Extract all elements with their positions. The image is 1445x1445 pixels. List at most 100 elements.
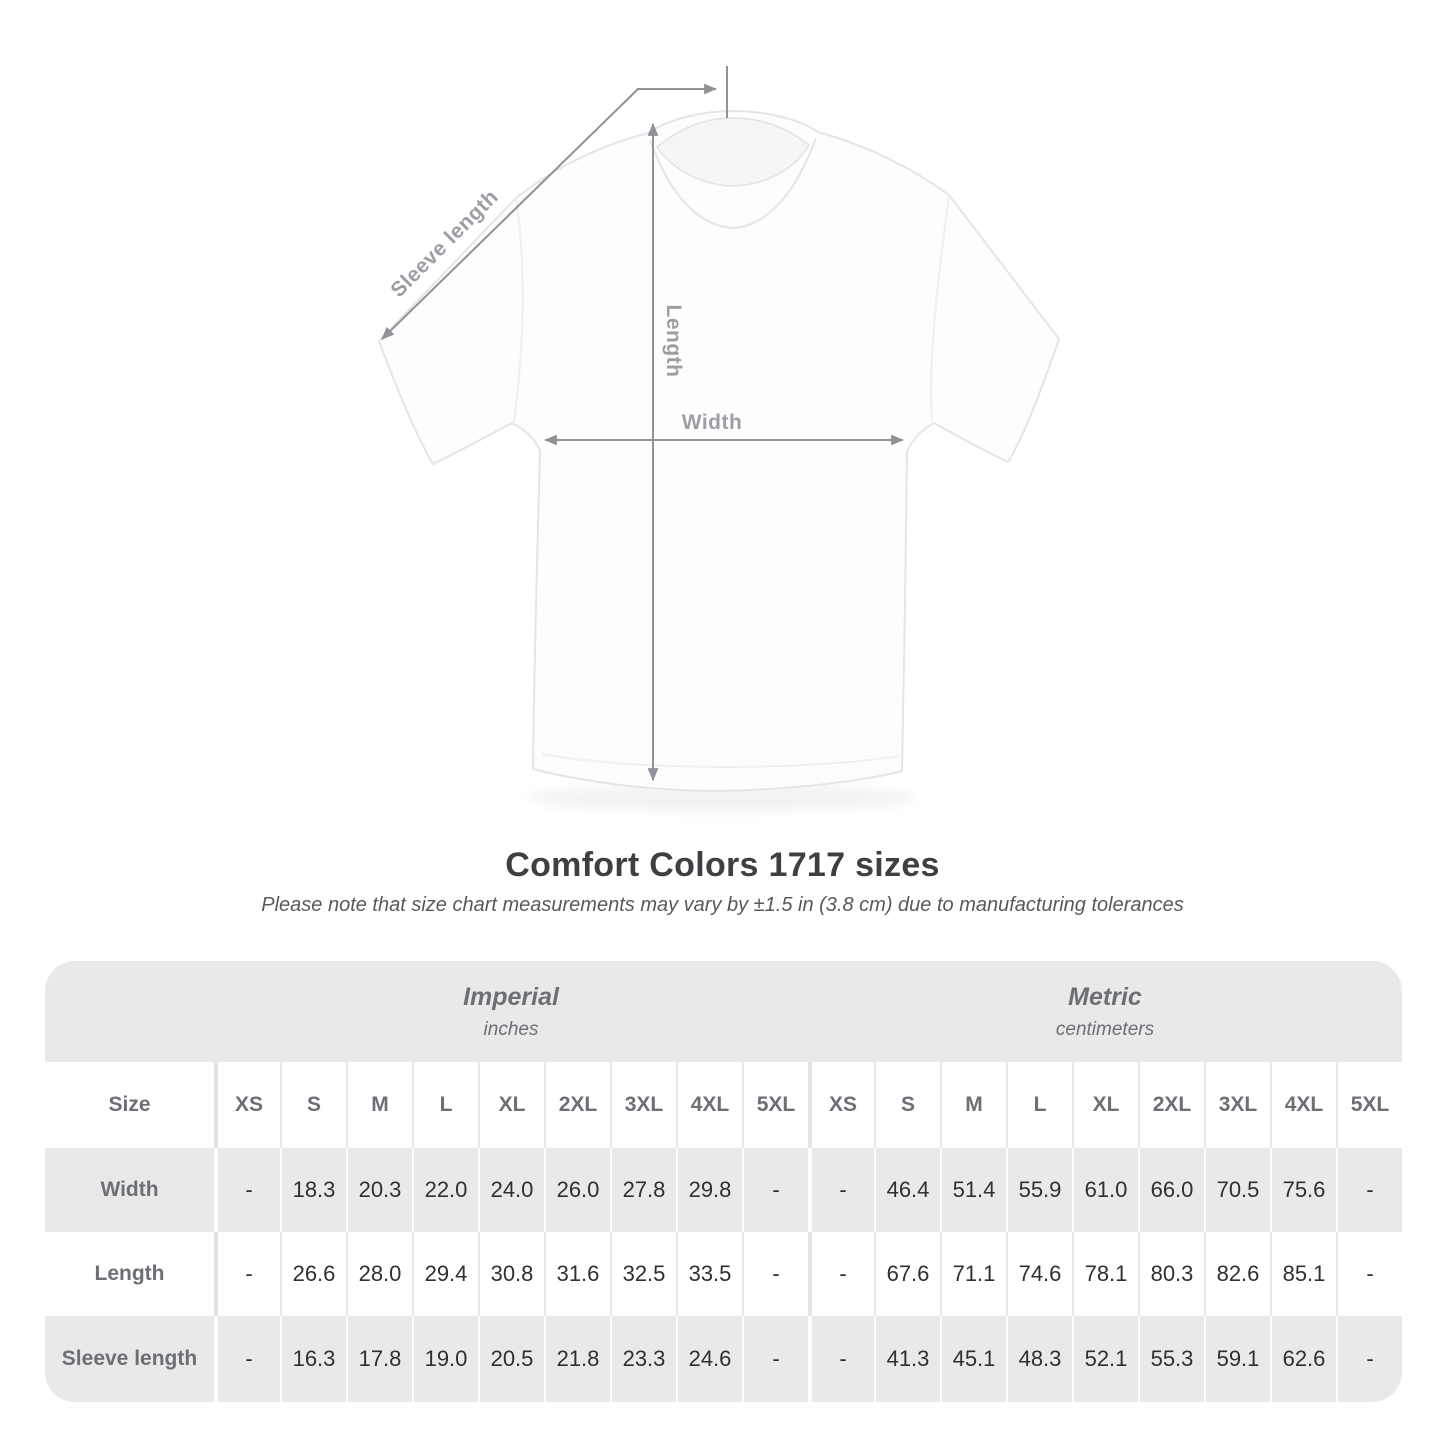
unit-subtitle: inches xyxy=(483,1018,539,1040)
left-sleeve-seam xyxy=(513,197,524,423)
row-label: Width xyxy=(100,1178,159,1201)
size-col-header-4xl-cm: 4XL xyxy=(1270,1062,1336,1148)
row-label: Sleeve length xyxy=(61,1347,198,1370)
unit-title: Metric xyxy=(1068,982,1142,1011)
table-cell: - xyxy=(214,1316,280,1402)
shirt-body xyxy=(378,110,1060,792)
table-cell: 45.1 xyxy=(940,1316,1006,1402)
table-cell: 29.8 xyxy=(676,1148,742,1232)
table-cell: - xyxy=(808,1232,874,1316)
tshirt-diagram: Sleeve length Length Width xyxy=(378,66,1060,811)
unit-header-imperial: Imperial inches xyxy=(214,961,808,1062)
table-cell: 51.4 xyxy=(940,1148,1006,1232)
width-label: Width xyxy=(681,411,743,434)
size-col-header-5xl-in: 5XL xyxy=(742,1062,808,1148)
table-cell: 85.1 xyxy=(1270,1232,1336,1316)
table-cell: 48.3 xyxy=(1006,1316,1072,1402)
table-cell: - xyxy=(742,1232,808,1316)
table-cell: 17.8 xyxy=(346,1316,412,1402)
table-cell: 22.0 xyxy=(412,1148,478,1232)
table-cell: 30.8 xyxy=(478,1232,544,1316)
unit-header-row: Imperial inches Metric centimeters xyxy=(45,961,1402,1062)
length-label: Length xyxy=(662,304,685,378)
size-row-label: Size xyxy=(108,1093,151,1116)
table-row-width: Width -18.3 20.3 22.0 24.0 26.0 27.8 29.8- -46.4… xyxy=(45,1148,1402,1232)
size-table: Imperial inches Metric centimeters Size XS S M L… xyxy=(45,961,1402,1402)
size-col-header-2xl-cm: 2XL xyxy=(1138,1062,1204,1148)
table-cell: 26.6 xyxy=(280,1232,346,1316)
table-cell: - xyxy=(1336,1316,1402,1402)
table-cell: - xyxy=(214,1232,280,1316)
tshirt-illustration xyxy=(378,66,1060,811)
table-row-sleeve-length: Sleeve length -16.3 17.8 19.0 20.5 21.8 23.3 24… xyxy=(45,1316,1402,1402)
table-cell: 55.9 xyxy=(1006,1148,1072,1232)
measurement-arrows xyxy=(381,66,905,782)
size-col-header-2xl-in: 2XL xyxy=(544,1062,610,1148)
size-col-header-xl-in: XL xyxy=(478,1062,544,1148)
table-cell: 24.6 xyxy=(676,1316,742,1402)
size-col-header-3xl-in: 3XL xyxy=(610,1062,676,1148)
table-cell: 20.3 xyxy=(346,1148,412,1232)
table-cell: - xyxy=(214,1148,280,1232)
table-cell: 27.8 xyxy=(610,1148,676,1232)
table-cell: 80.3 xyxy=(1138,1232,1204,1316)
table-cell: 66.0 xyxy=(1138,1148,1204,1232)
shirt-neck-opening xyxy=(655,117,810,187)
unit-title: Imperial xyxy=(463,982,559,1011)
table-cell: 28.0 xyxy=(346,1232,412,1316)
table-cell: 31.6 xyxy=(544,1232,610,1316)
table-cell: 26.0 xyxy=(544,1148,610,1232)
table-row-length: Length -26.6 28.0 29.4 30.8 31.6 32.5 33.5- -67.… xyxy=(45,1232,1402,1316)
size-col-header-5xl-cm: 5XL xyxy=(1336,1062,1402,1148)
table-cell: - xyxy=(742,1316,808,1402)
table-cell: - xyxy=(1336,1232,1402,1316)
table-cell: 18.3 xyxy=(280,1148,346,1232)
table-cell: - xyxy=(1336,1148,1402,1232)
table-cell: - xyxy=(742,1148,808,1232)
table-cell: 20.5 xyxy=(478,1316,544,1402)
size-col-header-l-cm: L xyxy=(1006,1062,1072,1148)
row-label: Length xyxy=(94,1262,165,1285)
table-cell: 41.3 xyxy=(874,1316,940,1402)
table-cell: 29.4 xyxy=(412,1232,478,1316)
table-cell: 24.0 xyxy=(478,1148,544,1232)
table-cell: 59.1 xyxy=(1204,1316,1270,1402)
table-cell: 70.5 xyxy=(1204,1148,1270,1232)
table-cell: 71.1 xyxy=(940,1232,1006,1316)
table-cell: 67.6 xyxy=(874,1232,940,1316)
size-col-header-xs-in: XS xyxy=(214,1062,280,1148)
table-cell: 23.3 xyxy=(610,1316,676,1402)
size-col-header-4xl-in: 4XL xyxy=(676,1062,742,1148)
size-col-header-s-in: S xyxy=(280,1062,346,1148)
table-cell: 82.6 xyxy=(1204,1232,1270,1316)
table-cell: 46.4 xyxy=(874,1148,940,1232)
tolerance-note: Please note that size chart measurements… xyxy=(261,894,1184,916)
table-cell: - xyxy=(808,1148,874,1232)
unit-subtitle: centimeters xyxy=(1055,1018,1155,1040)
table-cell: 61.0 xyxy=(1072,1148,1138,1232)
table-cell: 32.5 xyxy=(610,1232,676,1316)
table-cell: 78.1 xyxy=(1072,1232,1138,1316)
unit-header-corner xyxy=(45,961,214,1062)
size-col-header-xs-cm: XS xyxy=(808,1062,874,1148)
hem-stitch xyxy=(541,753,901,768)
table-cell: - xyxy=(808,1316,874,1402)
right-sleeve-seam xyxy=(930,194,950,422)
size-col-header-m-in: M xyxy=(346,1062,412,1148)
table-cell: 19.0 xyxy=(412,1316,478,1402)
table-cell: 21.8 xyxy=(544,1316,610,1402)
unit-header-metric: Metric centimeters xyxy=(808,961,1402,1062)
size-col-header-3xl-cm: 3XL xyxy=(1204,1062,1270,1148)
table-cell: 52.1 xyxy=(1072,1316,1138,1402)
shirt-collar-band xyxy=(649,137,817,230)
size-header-row: Size XS S M L XL 2XL 3XL 4XL 5XL XS S M L XL 2XL 3XL 4XL 5… xyxy=(45,1062,1402,1148)
table-cell: 75.6 xyxy=(1270,1148,1336,1232)
size-col-header-m-cm: M xyxy=(940,1062,1006,1148)
page-title: Comfort Colors 1717 sizes xyxy=(505,846,940,884)
table-cell: 16.3 xyxy=(280,1316,346,1402)
shirt-shadow xyxy=(527,785,917,811)
table-cell: 74.6 xyxy=(1006,1232,1072,1316)
size-col-header-l-in: L xyxy=(412,1062,478,1148)
sleeve-length-arrow xyxy=(381,88,639,340)
